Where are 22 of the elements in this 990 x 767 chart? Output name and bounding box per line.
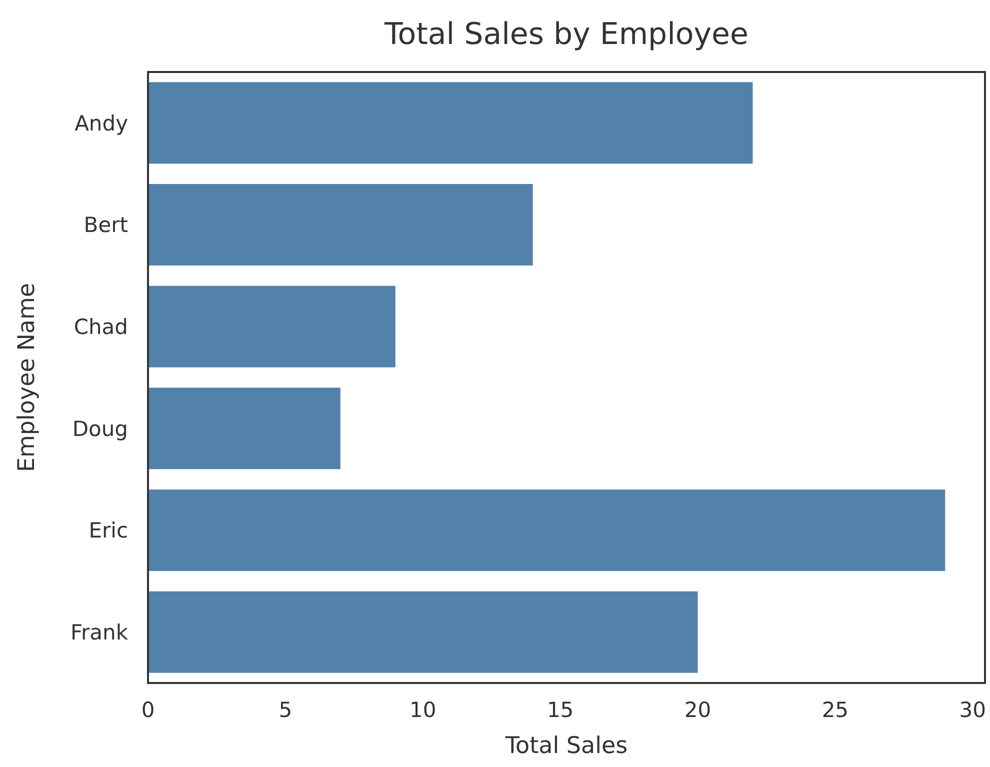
y-tick-label: Andy <box>74 111 128 136</box>
bar <box>148 82 753 164</box>
x-axis-title: Total Sales <box>504 733 628 759</box>
x-tick-label: 30 <box>959 698 986 722</box>
y-tick-label: Frank <box>70 620 129 644</box>
x-tick-label: 10 <box>410 698 436 722</box>
y-tick-label: Chad <box>74 314 128 339</box>
x-tick-label: 5 <box>278 698 292 722</box>
bar <box>148 591 698 673</box>
x-tick-label: 15 <box>546 698 574 722</box>
y-tick-label: Doug <box>72 416 128 441</box>
x-tick-label: 0 <box>141 698 155 722</box>
bar <box>148 184 533 266</box>
bar <box>148 388 340 470</box>
chart-title: Total Sales by Employee <box>384 17 748 52</box>
y-tick-label: Bert <box>84 213 128 238</box>
x-tick-label: 20 <box>684 698 712 722</box>
y-axis-title: Employee Name <box>14 282 40 472</box>
x-tick-label: 25 <box>822 698 849 722</box>
bar <box>148 490 946 571</box>
y-tick-label: Eric <box>88 518 128 543</box>
bar <box>148 286 396 368</box>
